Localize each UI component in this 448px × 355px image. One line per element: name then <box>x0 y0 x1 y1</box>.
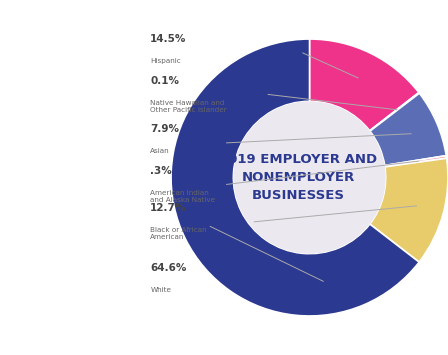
Text: .3%: .3% <box>150 165 172 176</box>
Wedge shape <box>171 39 419 316</box>
Text: American Indian
and Alaska Native: American Indian and Alaska Native <box>150 190 215 203</box>
Wedge shape <box>385 155 447 167</box>
Text: Black or African
American: Black or African American <box>150 227 207 240</box>
Text: 64.6%: 64.6% <box>150 262 187 273</box>
Text: 12.7%: 12.7% <box>150 203 187 213</box>
Wedge shape <box>310 39 419 131</box>
Wedge shape <box>370 93 446 165</box>
Text: Asian: Asian <box>150 148 170 154</box>
Text: White: White <box>150 287 171 293</box>
Text: 2019 EMPLOYER AND
NONEMPLOYER
BUSINESSES: 2019 EMPLOYER AND NONEMPLOYER BUSINESSES <box>220 153 378 202</box>
Text: 14.5%: 14.5% <box>150 34 187 44</box>
Text: 0.1%: 0.1% <box>150 76 179 86</box>
Text: Native Hawaiian and
Other Pacific Islander: Native Hawaiian and Other Pacific Island… <box>150 100 227 113</box>
Wedge shape <box>370 158 448 262</box>
Text: 7.9%: 7.9% <box>150 124 179 134</box>
Circle shape <box>233 101 386 254</box>
Text: Hispanic: Hispanic <box>150 59 181 64</box>
Wedge shape <box>370 93 419 131</box>
